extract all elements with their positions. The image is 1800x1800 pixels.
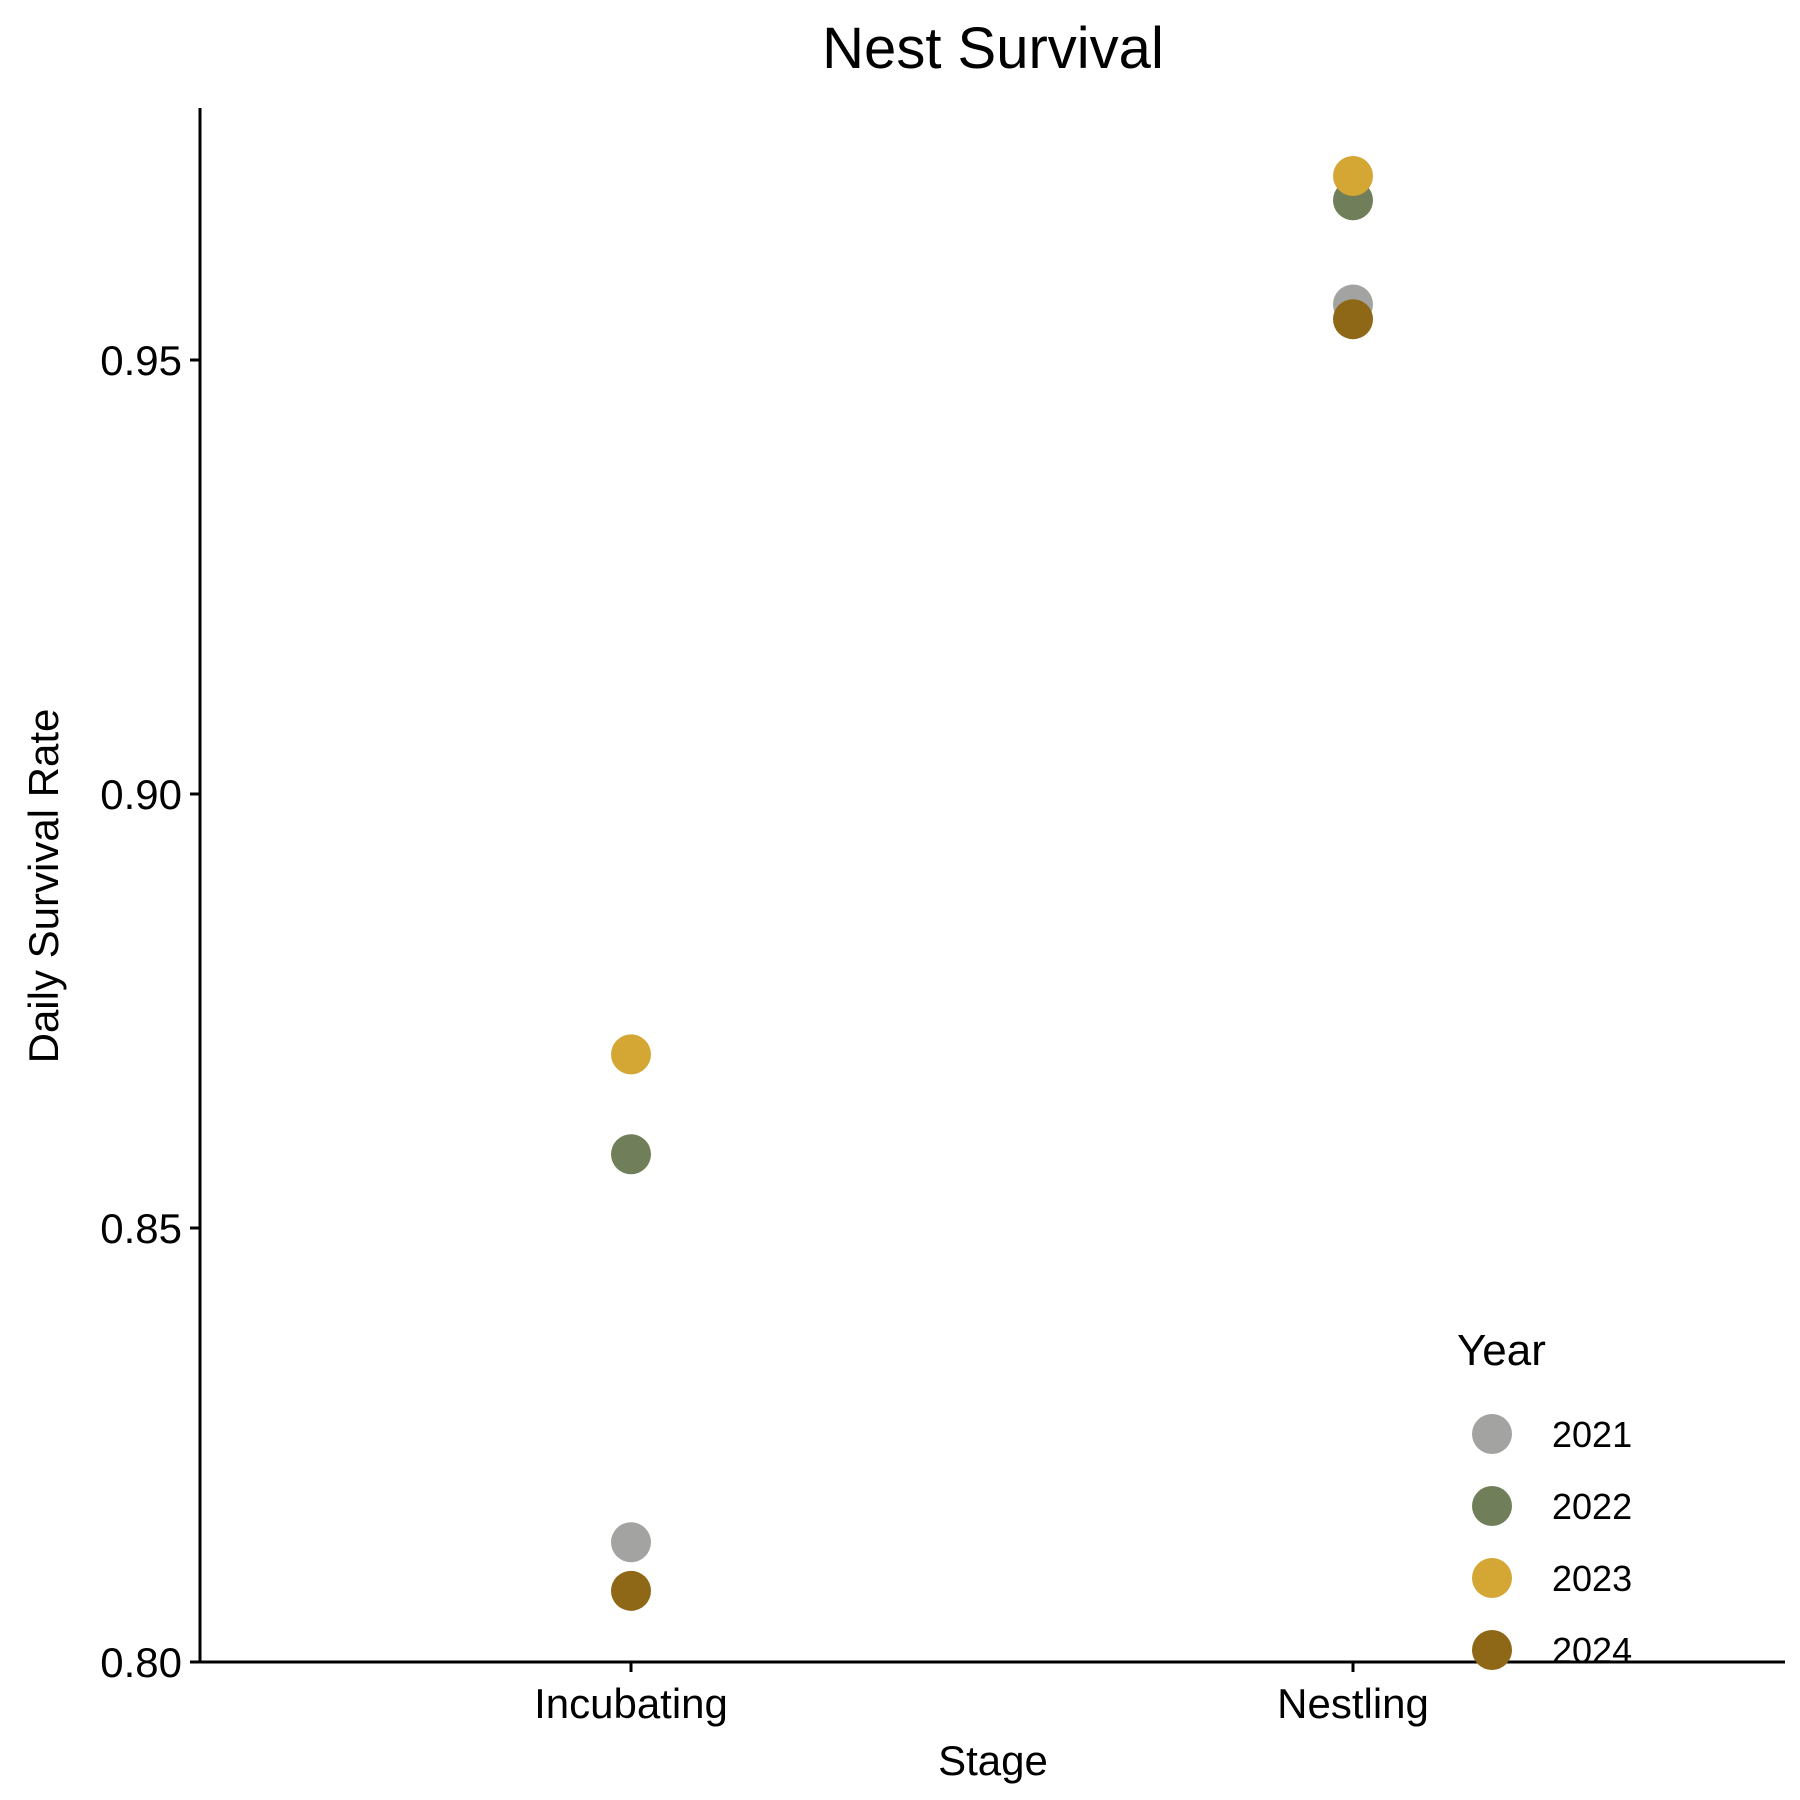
legend-key-2021: [1472, 1414, 1512, 1454]
y-tick-label: 0.95: [100, 337, 182, 384]
legend: Year 2021 2022 2023 2024: [1457, 1326, 1632, 1671]
y-tick-label: 0.80: [100, 1639, 182, 1686]
data-point-2024-nestling: [1333, 299, 1373, 340]
y-axis-title: Daily Survival Rate: [20, 709, 67, 1064]
data-points: [611, 155, 1373, 1611]
legend-items: 2021 2022 2023 2024: [1472, 1414, 1632, 1671]
data-point-2023-nestling: [1333, 155, 1373, 196]
legend-label-2023: 2023: [1552, 1558, 1632, 1599]
data-point-2024-incubating: [611, 1570, 651, 1611]
legend-label-2022: 2022: [1552, 1486, 1632, 1527]
x-tick-label: Nestling: [1277, 1680, 1429, 1727]
data-point-2021-incubating: [611, 1522, 651, 1563]
legend-key-2023: [1472, 1558, 1512, 1598]
data-point-2023-incubating: [611, 1034, 651, 1075]
chart-title: Nest Survival: [822, 16, 1164, 81]
x-tick-label: Incubating: [534, 1680, 728, 1727]
x-axis: Incubating Nestling: [198, 1660, 1785, 1727]
y-tick-label: 0.85: [100, 1205, 182, 1252]
y-axis: 0.80 0.85 0.90 0.95: [100, 108, 202, 1686]
legend-title: Year: [1457, 1326, 1546, 1375]
x-axis-title: Stage: [938, 1737, 1048, 1784]
legend-key-2022: [1472, 1486, 1512, 1526]
data-point-2022-incubating: [611, 1134, 651, 1175]
legend-label-2024: 2024: [1552, 1630, 1632, 1671]
legend-key-2024: [1472, 1630, 1512, 1670]
y-tick-label: 0.90: [100, 771, 182, 818]
legend-label-2021: 2021: [1552, 1414, 1632, 1455]
